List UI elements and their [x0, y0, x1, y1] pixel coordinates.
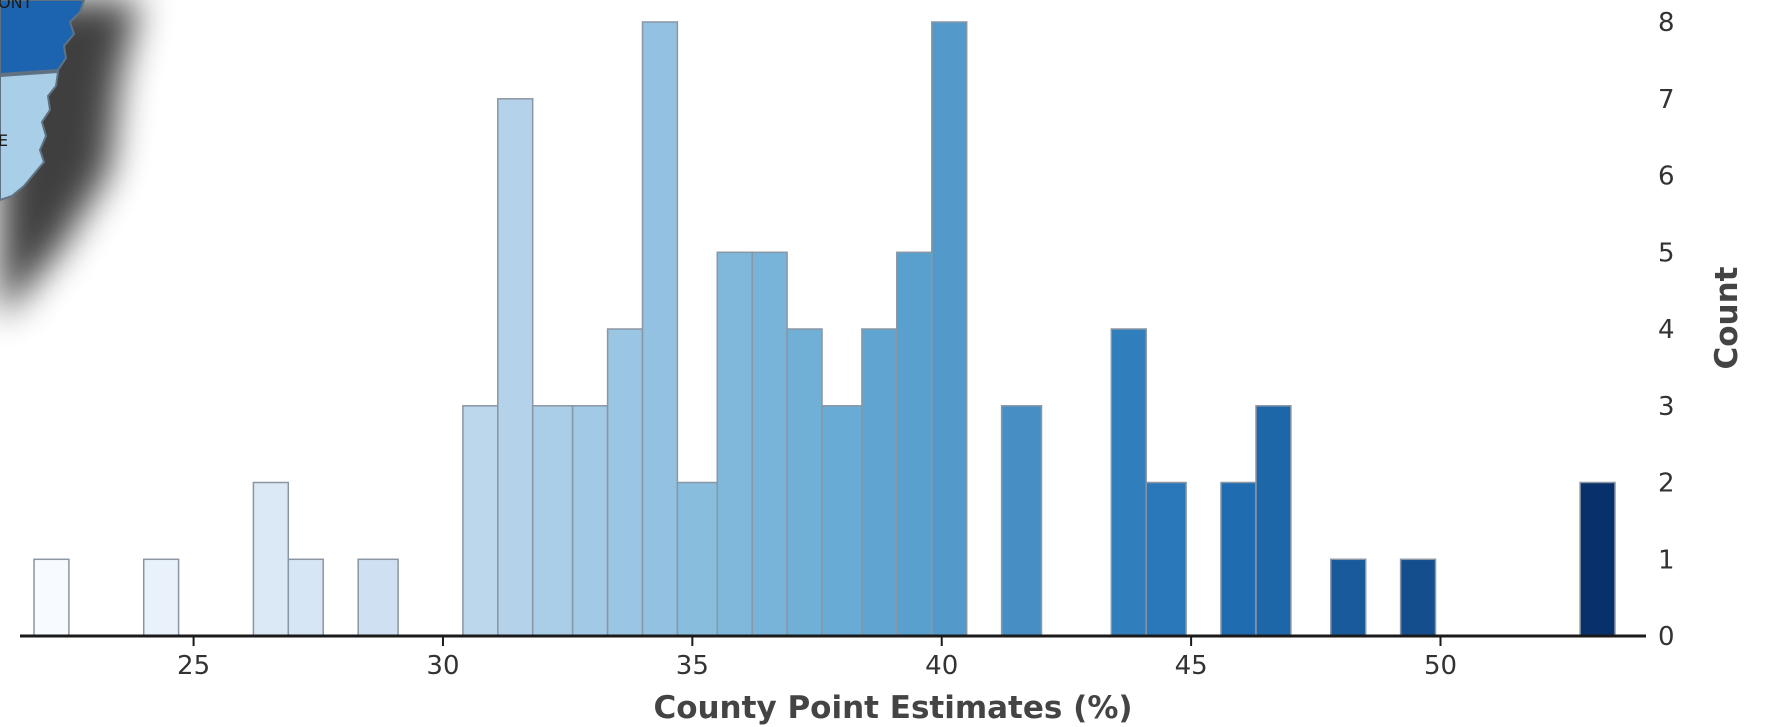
- histogram-bar: [252, 481, 290, 637]
- histogram-bar: [1220, 481, 1257, 637]
- histogram-bar: [931, 21, 968, 637]
- histogram-bar: [641, 21, 679, 637]
- y-tick-label: 4: [1658, 315, 1675, 345]
- histogram-bar: [357, 558, 399, 637]
- y-tick-label: 0: [1658, 622, 1675, 652]
- histogram-bar: [497, 98, 534, 637]
- y-tick-label: 2: [1658, 469, 1675, 499]
- histogram-bar: [287, 558, 324, 637]
- x-tick-label: 45: [1175, 651, 1208, 681]
- histogram-bar: [531, 405, 574, 637]
- y-tick-label: 1: [1658, 545, 1675, 575]
- histogram-bar: [1579, 481, 1616, 637]
- histogram-bar: [142, 558, 180, 637]
- histogram-bar: [33, 558, 70, 637]
- histogram-bar: [716, 251, 753, 637]
- y-axis-title: Count: [1709, 266, 1745, 369]
- histogram-bar: [606, 328, 644, 637]
- x-tick-label: 25: [177, 651, 210, 681]
- histogram-bar: [1399, 558, 1437, 637]
- histogram-bar: [1255, 405, 1292, 637]
- map-label-e: E: [0, 131, 8, 150]
- histogram-bar: [571, 405, 609, 637]
- histogram-bar: [676, 481, 719, 637]
- histogram-bar: [462, 405, 499, 637]
- x-tick-label: 35: [676, 651, 709, 681]
- histogram-bar: [751, 251, 788, 637]
- y-tick-label: 6: [1658, 162, 1675, 192]
- x-axis-title: County Point Estimates (%): [653, 690, 1132, 726]
- y-tick-label: 7: [1658, 85, 1675, 115]
- map-region-light: [0, 70, 60, 202]
- histogram-bar: [1330, 558, 1367, 637]
- y-tick-label: 8: [1658, 8, 1675, 38]
- histogram-bar: [861, 328, 898, 637]
- y-tick-label: 3: [1658, 392, 1675, 422]
- histogram-bars: [33, 21, 1616, 637]
- map-label-ont: ONT: [0, 0, 33, 12]
- histogram-bar: [1000, 405, 1043, 637]
- y-tick-label: 5: [1658, 238, 1675, 268]
- y-axis-ticks: 0 1 2 3 4 5 6 7 8: [1658, 8, 1675, 652]
- histogram-bar: [786, 328, 823, 637]
- map-region-dark: [0, 0, 86, 76]
- histogram-bar: [821, 405, 863, 637]
- histogram-bar: [896, 251, 933, 637]
- x-tick-label: 40: [925, 651, 958, 681]
- histogram-bar: [1145, 481, 1187, 637]
- map-inset: ONT E: [0, 0, 140, 320]
- x-axis-ticks: 25 30 35 40 45 50: [177, 636, 1457, 681]
- histogram-bar: [1110, 328, 1147, 637]
- x-tick-label: 30: [426, 651, 459, 681]
- x-tick-label: 50: [1424, 651, 1457, 681]
